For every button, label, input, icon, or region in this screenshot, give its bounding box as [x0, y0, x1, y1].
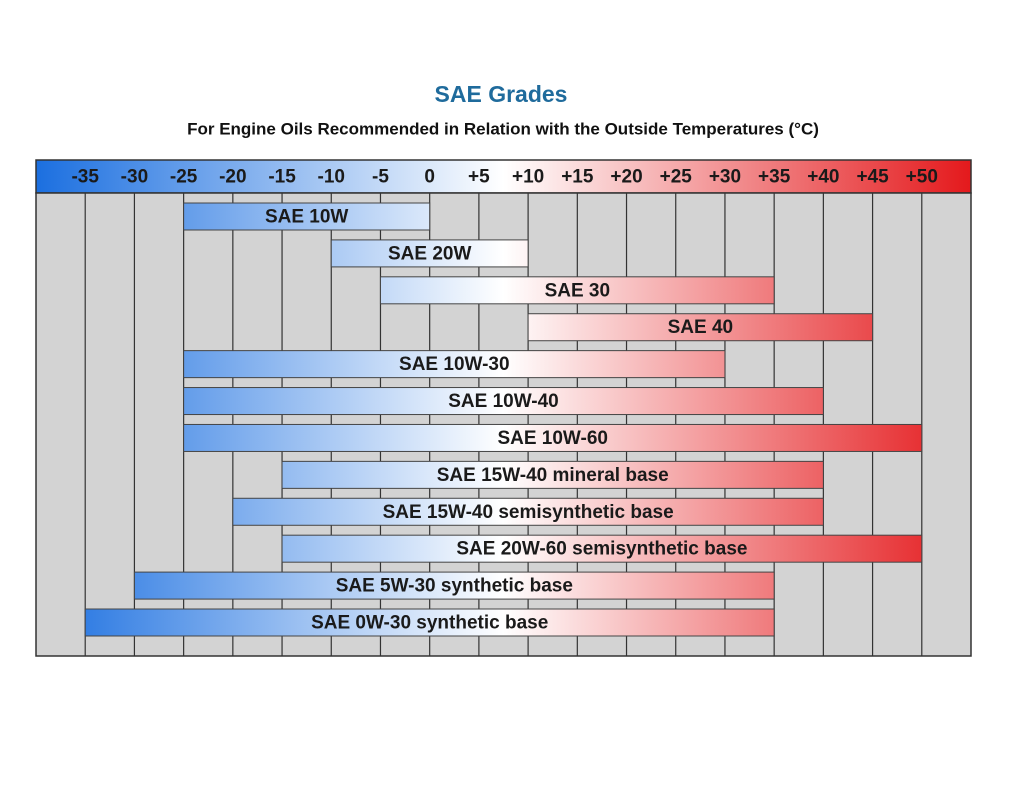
- x-tick-label: +30: [709, 167, 741, 188]
- x-tick-label: +35: [758, 167, 791, 188]
- bar: [281, 460, 824, 489]
- bar: [330, 239, 529, 268]
- x-tick-label: -25: [170, 167, 198, 188]
- x-tick-label: +20: [610, 167, 642, 188]
- bar-label: SAE 10W-60: [497, 428, 608, 449]
- bar: [281, 534, 923, 563]
- bar: [232, 497, 824, 526]
- x-tick-label: -15: [268, 167, 296, 188]
- bar: [133, 571, 775, 600]
- chart-subtitle: For Engine Oils Recommended in Relation …: [187, 119, 819, 138]
- x-tick-label: +10: [512, 167, 544, 188]
- bar-label: SAE 20W-60 semisynthetic base: [456, 539, 747, 560]
- x-tick-label: +15: [561, 167, 594, 188]
- chart-title: SAE Grades: [435, 81, 568, 107]
- x-tick-label: -30: [121, 167, 148, 188]
- x-tick-label: +50: [906, 167, 938, 188]
- bar-label: SAE 0W-30 synthetic base: [311, 613, 548, 634]
- header-band: [35, 159, 972, 194]
- x-tick-label: +40: [807, 167, 839, 188]
- bar-label: SAE 15W-40 mineral base: [437, 465, 669, 486]
- x-tick-label: -35: [71, 167, 99, 188]
- bar: [183, 423, 923, 452]
- x-tick-label: -5: [372, 167, 389, 188]
- bar: [183, 350, 726, 379]
- bar: [84, 608, 775, 637]
- x-tick-label: +25: [660, 167, 693, 188]
- x-tick-label: -10: [318, 167, 345, 188]
- bar: [379, 276, 775, 305]
- bar-label: SAE 30: [545, 280, 610, 301]
- bar: [183, 202, 431, 231]
- bar-label: SAE 15W-40 semisynthetic base: [383, 502, 674, 523]
- bar-label: SAE 20W: [388, 243, 471, 264]
- bar-label: SAE 10W-30: [399, 354, 510, 375]
- x-tick-label: +5: [468, 167, 490, 188]
- x-tick-label: 0: [424, 167, 435, 188]
- bar: [527, 313, 874, 342]
- x-tick-label: +45: [856, 167, 889, 188]
- bar-label: SAE 40: [668, 317, 733, 338]
- bar: [183, 387, 824, 416]
- bar-label: SAE 10W: [265, 207, 348, 228]
- bar-label: SAE 5W-30 synthetic base: [336, 576, 573, 597]
- bar-label: SAE 10W-40: [448, 391, 559, 412]
- x-tick-label: -20: [219, 167, 246, 188]
